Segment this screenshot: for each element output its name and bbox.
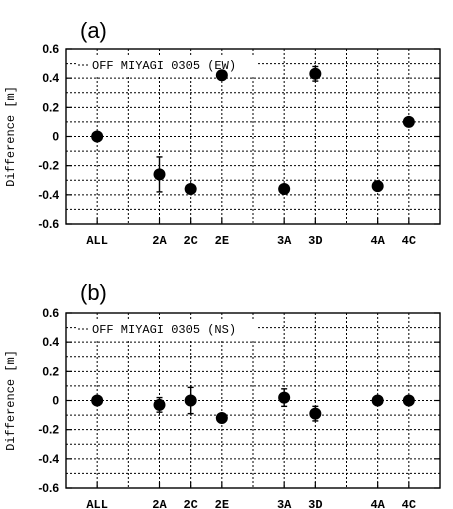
y-axis-label: Difference [m] [4, 350, 18, 451]
x-category-label: 2E [215, 498, 229, 509]
panel-label: (a) [80, 18, 107, 43]
y-tick-label: -0.2 [38, 423, 59, 437]
x-category-label: 3D [308, 234, 322, 248]
data-point [215, 69, 228, 82]
data-point [184, 394, 197, 407]
panel-label: (b) [80, 280, 107, 305]
data-point [309, 407, 322, 420]
data-point [153, 168, 166, 181]
data-point [91, 130, 104, 143]
y-tick-label: 0.2 [42, 364, 59, 378]
data-point [371, 394, 384, 407]
data-point [91, 394, 104, 407]
x-category-label: 2E [215, 234, 229, 248]
y-tick-label: -0.2 [38, 159, 59, 173]
gridlines [66, 48, 440, 225]
y-tick-label: 0.2 [42, 100, 59, 114]
x-category-label: 4C [402, 234, 416, 248]
data-point [402, 394, 415, 407]
legend-box [76, 55, 258, 75]
x-category-label: 3A [277, 234, 292, 248]
gridlines [66, 312, 440, 489]
x-category-label: 2A [152, 498, 167, 509]
x-category-label: ALL [86, 234, 108, 248]
legend: OFF MIYAGI 0305 (NS) [76, 319, 258, 339]
data-point [153, 398, 166, 411]
y-tick-label: 0.4 [42, 71, 59, 85]
x-category-label: 4A [370, 498, 385, 509]
data-point [278, 391, 291, 404]
chart-panel-b: (b) 0.6 0.4 0.2 0 -0.2 -0.4 -0.6 Difference [m] O… [4, 280, 441, 509]
legend-box [76, 319, 258, 339]
data-point [371, 180, 384, 193]
chart-panel-a: (a) 0.6 0.4 0.2 0 -0.2 -0.4 -0.6 Difference [m] O… [4, 18, 441, 248]
y-tick-label: -0.6 [38, 481, 59, 495]
legend: OFF MIYAGI 0305 (EW) [76, 55, 258, 75]
data-point [184, 183, 197, 195]
x-category-label: 3A [277, 498, 292, 509]
y-tick-label: 0.6 [42, 42, 59, 56]
y-tick-label: 0.6 [42, 306, 59, 320]
y-tick-label: 0.4 [42, 335, 59, 349]
y-tick-label: -0.4 [38, 188, 59, 202]
x-category-label: 4A [370, 234, 385, 248]
x-category-label: 2C [183, 234, 197, 248]
y-tick-label: -0.6 [38, 217, 59, 231]
y-axis-label: Difference [m] [4, 86, 18, 187]
legend-label: OFF MIYAGI 0305 (EW) [92, 59, 236, 73]
y-tick-label: 0 [52, 130, 59, 144]
legend-label: OFF MIYAGI 0305 (NS) [92, 323, 236, 337]
data-point [309, 67, 322, 80]
y-tick-label: 0 [52, 394, 59, 408]
y-tick-label: -0.4 [38, 452, 59, 466]
x-category-label: 3D [308, 498, 322, 509]
x-category-label: 2C [183, 498, 197, 509]
data-point [215, 412, 228, 424]
x-category-label: 2A [152, 234, 167, 248]
x-category-label: ALL [86, 498, 108, 509]
data-point [278, 183, 291, 195]
x-category-label: 4C [402, 498, 416, 509]
data-point [402, 115, 415, 128]
